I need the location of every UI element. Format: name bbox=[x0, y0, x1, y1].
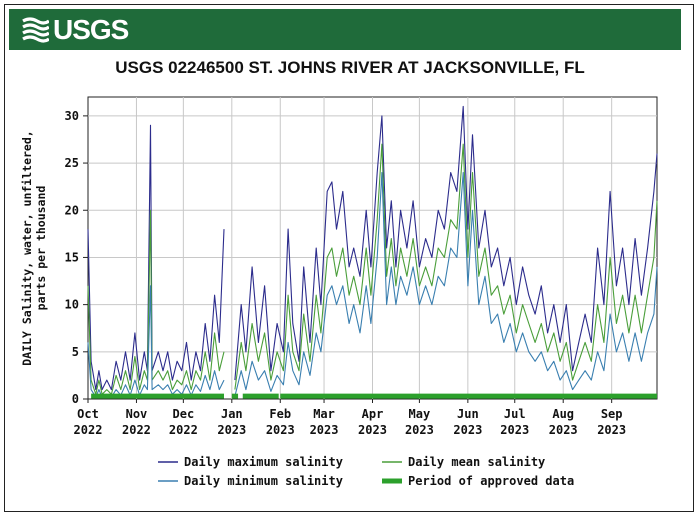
x-tick-year: 2023 bbox=[405, 423, 434, 437]
x-tick-year: 2023 bbox=[500, 423, 529, 437]
y-axis-label-line-2: parts per thousand bbox=[34, 186, 48, 311]
usgs-banner: USGS bbox=[9, 9, 681, 50]
legend-label: Daily maximum salinity bbox=[184, 455, 343, 469]
x-tick-year: 2023 bbox=[453, 423, 482, 437]
y-axis-label-line-1: DAILY Salinity, water, unfiltered, bbox=[20, 130, 34, 365]
x-tick-month: Jul bbox=[504, 407, 526, 421]
y-tick-label: 10 bbox=[65, 298, 79, 312]
x-tick-year: 2023 bbox=[266, 423, 295, 437]
x-tick-month: Jan bbox=[221, 407, 243, 421]
usgs-logo: USGS bbox=[21, 13, 129, 45]
legend-label: Daily minimum salinity bbox=[184, 474, 343, 488]
x-tick-month: Dec bbox=[173, 407, 195, 421]
series-group bbox=[87, 105, 658, 398]
legend: Daily maximum salinity Daily mean salinit… bbox=[158, 455, 574, 488]
x-tick-year: 2022 bbox=[122, 423, 151, 437]
x-tick-month: Mar bbox=[313, 407, 335, 421]
x-tick-month: Apr bbox=[362, 407, 384, 421]
chart-title: USGS 02246500 ST. JOHNS RIVER AT JACKSON… bbox=[115, 58, 585, 77]
x-tick-year: 2023 bbox=[358, 423, 387, 437]
x-tick-year: 2022 bbox=[74, 423, 103, 437]
x-tick-year: 2023 bbox=[549, 423, 578, 437]
x-axis-ticks: Oct 2022 Nov 2022 Dec 2022 Jan 2023 Feb 2023 Mar 20… bbox=[74, 399, 626, 437]
x-tick-year: 2022 bbox=[169, 423, 198, 437]
x-tick-month: May bbox=[409, 407, 431, 421]
y-tick-label: 20 bbox=[65, 203, 79, 217]
x-tick-year: 2023 bbox=[597, 423, 626, 437]
x-tick-month: Jun bbox=[457, 407, 479, 421]
usgs-wave-icon bbox=[22, 16, 49, 43]
y-tick-label: 0 bbox=[72, 392, 79, 406]
x-tick-month: Feb bbox=[269, 407, 291, 421]
x-tick-year: 2023 bbox=[310, 423, 339, 437]
x-tick-month: Aug bbox=[552, 407, 574, 421]
x-tick-year: 2023 bbox=[217, 423, 246, 437]
y-tick-label: 5 bbox=[72, 345, 79, 359]
x-tick-month: Oct bbox=[77, 407, 99, 421]
usgs-logo-text: USGS bbox=[53, 13, 129, 45]
series-line-daily-mean-salinity bbox=[87, 143, 658, 395]
y-tick-label: 25 bbox=[65, 156, 79, 170]
legend-label: Period of approved data bbox=[408, 474, 574, 488]
y-tick-label: 15 bbox=[65, 250, 79, 264]
y-tick-label: 30 bbox=[65, 109, 79, 123]
x-tick-month: Nov bbox=[126, 407, 148, 421]
legend-label: Daily mean salinity bbox=[408, 455, 545, 469]
x-tick-month: Sep bbox=[601, 407, 623, 421]
y-axis-ticks: 0 5 10 15 20 25 30 bbox=[65, 109, 88, 406]
